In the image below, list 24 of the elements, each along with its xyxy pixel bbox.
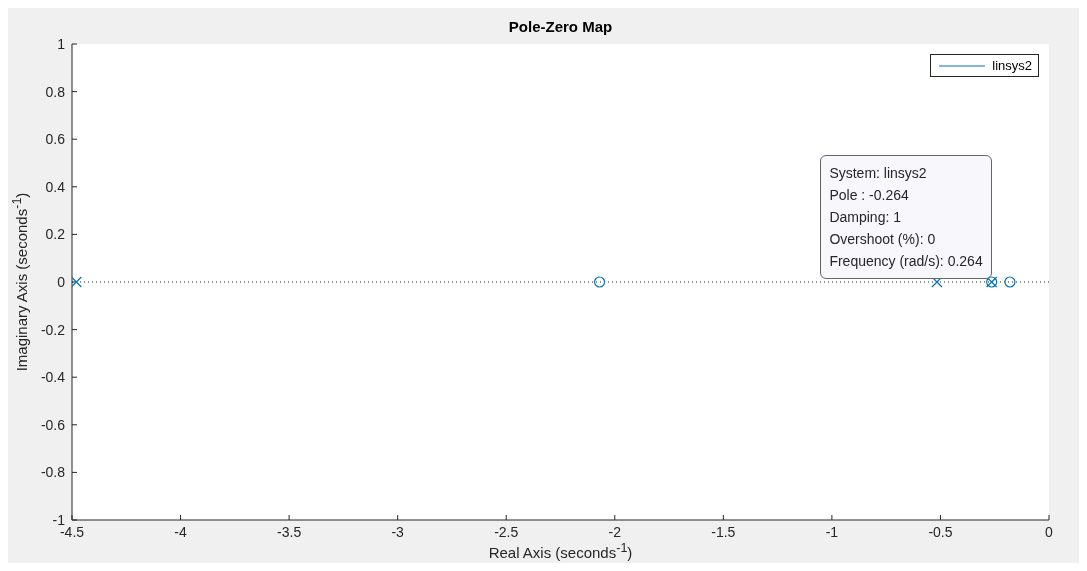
x-tick-label: -2 [608, 523, 622, 540]
y-tick-label: -1 [52, 511, 66, 528]
y-tick-label: 0.8 [45, 83, 66, 100]
y-tick-label: -0.6 [40, 416, 66, 433]
x-tick-label: -4 [174, 523, 187, 540]
y-tick-label: 0.6 [45, 131, 66, 148]
x-tick-label: -3.5 [277, 523, 302, 540]
y-tick-label: -0.8 [40, 464, 66, 481]
y-tick-label: 1 [57, 35, 66, 52]
annotation: System: linsys2 Pole : -0.264 Damping: 1 Overshoot (%): 0 Frequency (rad/s): 0.264 [820, 155, 992, 279]
x-tick-label: -3 [391, 523, 405, 540]
y-tick-label: -0.4 [40, 369, 66, 386]
y-tick-label: -0.2 [40, 321, 66, 338]
y-tick-label: 0 [57, 273, 66, 290]
x-tick-label: -1.5 [711, 523, 736, 540]
x-tick-label: -2.5 [494, 523, 519, 540]
y-tick-label: 0.2 [45, 226, 66, 243]
x-axis-title: Real Axis (seconds$^{-1}$) [487, 541, 634, 561]
y-tick-label: 0.4 [45, 178, 66, 195]
x-tick-label: 0 [1045, 523, 1054, 540]
x-tick-label: -1 [825, 523, 839, 540]
x-tick-label: -0.5 [928, 523, 953, 540]
legend-label: linsys2 [992, 58, 1032, 73]
chart-title: Pole-Zero Map [507, 18, 614, 35]
